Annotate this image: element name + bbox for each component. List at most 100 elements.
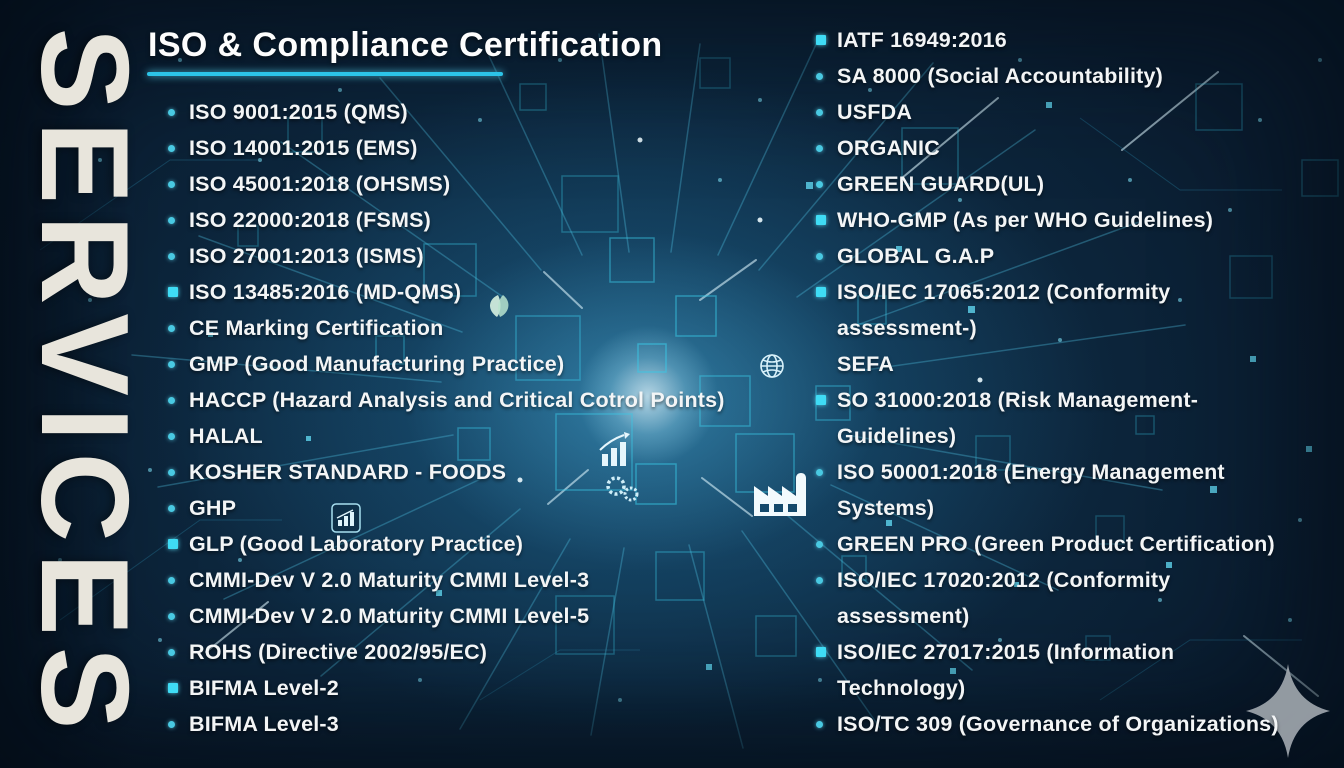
page-title: ISO & Compliance Certification xyxy=(148,26,663,64)
bullet-icon xyxy=(168,274,180,310)
factory-icon xyxy=(754,473,806,516)
certification-item-text: GREEN PRO (Green Product Certification) xyxy=(837,532,1275,556)
bullet-icon xyxy=(168,238,180,274)
certification-item: HALAL xyxy=(168,418,725,454)
bullet-icon xyxy=(168,202,180,238)
certification-item-text: GREEN GUARD(UL) xyxy=(837,172,1045,196)
certification-item: ISO 9001:2015 (QMS) xyxy=(168,94,725,130)
certification-item-text: ISO/IEC 17020:2012 (Conformity assessmen… xyxy=(837,568,1171,628)
certification-item: ISO/TC 309 (Governance of Organizations) xyxy=(816,706,1279,742)
certification-item-text: BIFMA Level-2 xyxy=(189,676,339,700)
bullet-icon xyxy=(168,634,180,670)
bullet-icon xyxy=(168,526,180,562)
certification-item: CMMI-Dev V 2.0 Maturity CMMI Level-3 xyxy=(168,562,725,598)
certification-item: SO 31000:2018 (Risk Management- Guidelin… xyxy=(816,382,1279,454)
bullet-icon xyxy=(168,490,180,526)
bullet-icon xyxy=(816,22,828,58)
globe-icon xyxy=(760,354,784,378)
certification-item-text: ISO/TC 309 (Governance of Organizations) xyxy=(837,712,1279,736)
bullet-icon xyxy=(816,238,828,274)
bullet-icon xyxy=(816,94,828,130)
certification-item-text: ROHS (Directive 2002/95/EC) xyxy=(189,640,488,664)
certification-item: USFDA xyxy=(816,94,1279,130)
certification-item: GREEN GUARD(UL) xyxy=(816,166,1279,202)
certification-item-text: HALAL xyxy=(189,424,263,448)
bullet-icon xyxy=(168,706,180,742)
certification-item-text: USFDA xyxy=(837,100,913,124)
bullet-icon xyxy=(168,310,180,346)
certification-item-text: GLOBAL G.A.P xyxy=(837,244,995,268)
certification-item-text: CMMI-Dev V 2.0 Maturity CMMI Level-5 xyxy=(189,604,590,628)
certification-item-text: ISO 22000:2018 (FSMS) xyxy=(189,208,432,232)
certification-item-text: ISO/IEC 27017:2015 (Information Technolo… xyxy=(837,640,1175,700)
certification-item-text: ISO 9001:2015 (QMS) xyxy=(189,100,408,124)
certification-item-text: ISO 50001:2018 (Energy Management System… xyxy=(837,460,1225,520)
bullet-icon xyxy=(168,166,180,202)
certification-item: ROHS (Directive 2002/95/EC) xyxy=(168,634,725,670)
certification-item: ISO/IEC 17020:2012 (Conformity assessmen… xyxy=(816,562,1279,634)
certification-item: ISO 27001:2013 (ISMS) xyxy=(168,238,725,274)
certification-item: BIFMA Level-3 xyxy=(168,706,725,742)
bullet-icon xyxy=(816,58,828,94)
certification-item: ISO 13485:2016 (MD-QMS) xyxy=(168,274,725,310)
certification-item-text: ORGANIC xyxy=(837,136,940,160)
bullet-icon xyxy=(168,418,180,454)
certification-item: ISO 14001:2015 (EMS) xyxy=(168,130,725,166)
bullet-icon xyxy=(816,130,828,166)
bullet-icon xyxy=(816,274,828,310)
certification-item-text: SEFA xyxy=(837,352,894,376)
certification-item: SA 8000 (Social Accountability) xyxy=(816,58,1279,94)
bullet-icon xyxy=(816,202,828,238)
bullet-icon xyxy=(168,130,180,166)
certification-item: IATF 16949:2016 xyxy=(816,22,1279,58)
certification-item-text: HACCP (Hazard Analysis and Critical Cotr… xyxy=(189,388,725,412)
certification-list-left: ISO 9001:2015 (QMS) ISO 14001:2015 (EMS)… xyxy=(168,94,725,742)
certification-item-text: IATF 16949:2016 xyxy=(837,28,1007,52)
bullet-icon xyxy=(816,706,828,742)
certification-item: ORGANIC xyxy=(816,130,1279,166)
certification-item: BIFMA Level-2 xyxy=(168,670,725,706)
certification-item: HACCP (Hazard Analysis and Critical Cotr… xyxy=(168,382,725,418)
certification-item: ISO 45001:2018 (OHSMS) xyxy=(168,166,725,202)
certification-item: ISO/IEC 17065:2012 (Conformity assessmen… xyxy=(816,274,1279,346)
certification-item-text: KOSHER STANDARD - FOODS xyxy=(189,460,507,484)
bullet-icon xyxy=(168,94,180,130)
bullet-icon xyxy=(816,346,828,382)
bullet-icon xyxy=(168,562,180,598)
certification-item: GREEN PRO (Green Product Certification) xyxy=(816,526,1279,562)
certification-item-text: WHO-GMP (As per WHO Guidelines) xyxy=(837,208,1214,232)
certification-item: KOSHER STANDARD - FOODS xyxy=(168,454,725,490)
certification-item-text: ISO 14001:2015 (EMS) xyxy=(189,136,418,160)
bullet-icon xyxy=(816,382,828,418)
certification-item-text: CE Marking Certification xyxy=(189,316,444,340)
certification-item: CMMI-Dev V 2.0 Maturity CMMI Level-5 xyxy=(168,598,725,634)
vertical-banner: SERVICES xyxy=(15,27,153,741)
certification-item-text: GHP xyxy=(189,496,237,520)
certification-item-text: BIFMA Level-3 xyxy=(189,712,339,736)
certification-item: SEFA xyxy=(816,346,1279,382)
certification-item: ISO 22000:2018 (FSMS) xyxy=(168,202,725,238)
certification-item: GMP (Good Manufacturing Practice) xyxy=(168,346,725,382)
certification-item-text: GMP (Good Manufacturing Practice) xyxy=(189,352,565,376)
bullet-icon xyxy=(168,598,180,634)
bullet-icon xyxy=(816,526,828,562)
bullet-icon xyxy=(168,346,180,382)
bullet-icon xyxy=(816,562,828,598)
bullet-icon xyxy=(816,166,828,202)
certification-item-text: ISO/IEC 17065:2012 (Conformity assessmen… xyxy=(837,280,1171,340)
certification-list-right: IATF 16949:2016 SA 8000 (Social Accounta… xyxy=(816,22,1279,742)
certification-item: GHP xyxy=(168,490,725,526)
certification-item-text: SO 31000:2018 (Risk Management- Guidelin… xyxy=(837,388,1199,448)
title-underline xyxy=(147,72,503,76)
certification-item: WHO-GMP (As per WHO Guidelines) xyxy=(816,202,1279,238)
certification-item-text: SA 8000 (Social Accountability) xyxy=(837,64,1164,88)
bullet-icon xyxy=(168,454,180,490)
bullet-icon xyxy=(168,670,180,706)
certification-item: ISO/IEC 27017:2015 (Information Technolo… xyxy=(816,634,1279,706)
bullet-icon xyxy=(816,634,828,670)
certification-item-text: ISO 27001:2013 (ISMS) xyxy=(189,244,424,268)
certification-item-text: ISO 45001:2018 (OHSMS) xyxy=(189,172,451,196)
certification-item-text: CMMI-Dev V 2.0 Maturity CMMI Level-3 xyxy=(189,568,590,592)
certification-item-text: ISO 13485:2016 (MD-QMS) xyxy=(189,280,462,304)
